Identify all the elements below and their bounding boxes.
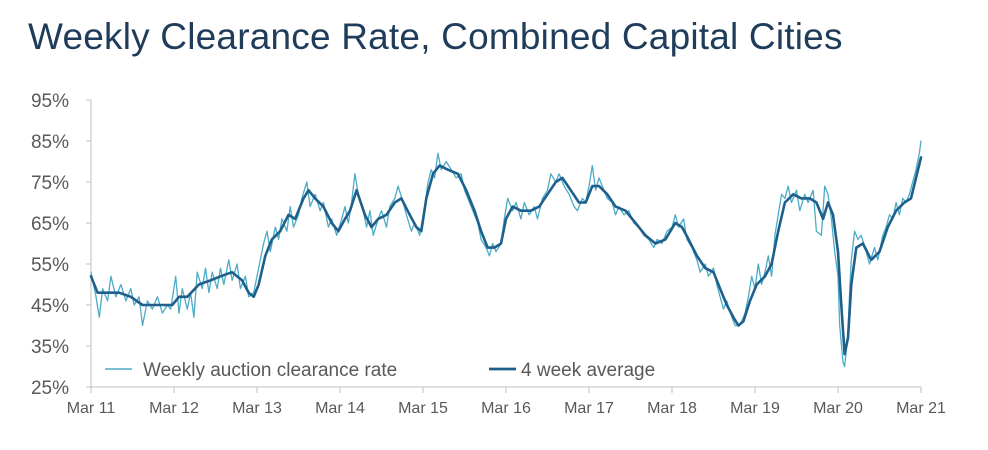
chart-title: Weekly Clearance Rate, Combined Capital … — [28, 16, 843, 57]
series-4-week-average — [89, 156, 923, 356]
legend: Weekly auction clearance rate 4 week aver… — [105, 360, 655, 381]
y-tick-label: 85% — [31, 132, 69, 153]
legend-label: Weekly auction clearance rate — [143, 360, 397, 381]
y-tick-label: 25% — [31, 378, 69, 399]
y-tick-label: 65% — [31, 214, 69, 235]
x-tick-label: Mar 15 — [398, 400, 448, 417]
series-weekly-clearance-rate — [90, 140, 922, 368]
x-tick-label: Mar 14 — [315, 400, 365, 417]
y-tick-label: 35% — [31, 337, 69, 358]
axes — [86, 99, 922, 393]
x-tick-label: Mar 11 — [67, 400, 116, 417]
x-tick-label: Mar 18 — [647, 400, 697, 417]
y-tick-labels: 25% 35% 45% 55% 65% 75% 85% 95% — [31, 91, 69, 399]
x-tick-label: Mar 17 — [564, 400, 614, 417]
x-tick-label: Mar 12 — [149, 400, 199, 417]
y-tick-label: 75% — [31, 173, 69, 194]
y-tick-label: 45% — [31, 296, 69, 317]
x-tick-label: Mar 19 — [730, 400, 780, 417]
x-tick-labels: Mar 11 Mar 12 Mar 13 Mar 14 Mar 15 Mar 16 Mar … — [67, 400, 946, 417]
series-layer — [89, 140, 923, 368]
x-tick-label: Mar 13 — [232, 400, 282, 417]
y-tick-label: 95% — [31, 91, 69, 112]
x-tick-label: Mar 16 — [481, 400, 531, 417]
y-tick-label: 55% — [31, 255, 69, 276]
x-tick-label: Mar 21 — [896, 400, 946, 417]
legend-label: 4 week average — [521, 360, 655, 381]
x-tick-label: Mar 20 — [813, 400, 863, 417]
